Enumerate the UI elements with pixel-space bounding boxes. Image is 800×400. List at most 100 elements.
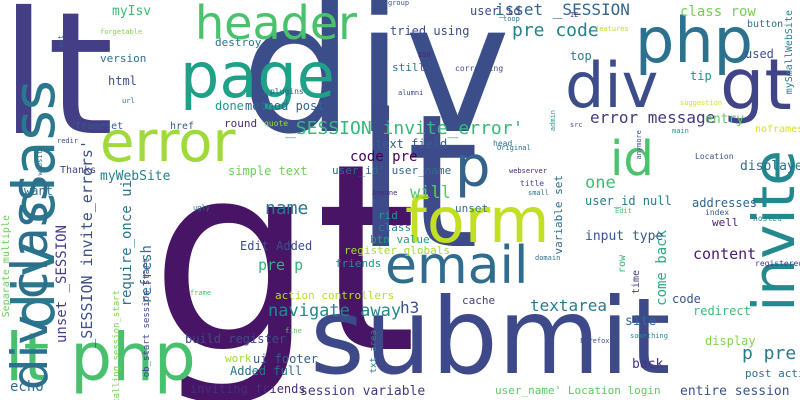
word: require_once ui [119,180,135,307]
word: small [528,189,550,197]
word: webserver [509,167,547,175]
word: email [385,236,529,296]
word: register globals [344,244,450,257]
word: lt [355,74,479,290]
word: ob_start session_start [142,258,152,378]
word: myWebSite [100,169,171,184]
word: method post [245,99,325,113]
word: redir [57,137,79,145]
word: id [610,131,654,187]
word: still [392,61,426,74]
word: cache [462,294,496,307]
word: top [570,49,592,63]
word: text field [375,137,448,151]
word: header [195,0,358,50]
word: post action [745,367,800,380]
word: echo [10,379,44,395]
word: div class [1,175,59,391]
word: _SESSION invite_error' [285,118,524,139]
word: friends [335,257,382,270]
word: html [108,74,137,88]
word: features [595,25,629,33]
word: action controllers [275,289,395,302]
word: loop [503,15,520,23]
word: IE [570,11,579,19]
word: h3 [400,298,420,317]
word: alumni [398,89,424,97]
word: done [215,99,244,113]
word: site [625,314,657,329]
word: Separate multiple [1,215,12,318]
word: Edit [615,207,632,215]
word: put [57,35,65,48]
word: ISV [418,51,431,59]
word: frame [190,289,212,297]
word: user_id' user_name [332,164,452,177]
word: gt [150,109,417,400]
word: display [705,334,756,348]
word: redirect [693,304,751,318]
word: Edit Added [240,239,313,253]
word: form [405,184,550,257]
word: error [100,110,236,175]
word: submit [310,276,671,398]
word: url [122,97,135,105]
word: main [672,127,689,135]
word: page [180,39,335,112]
word: button [747,19,784,30]
word: class [378,221,412,234]
word: navigate away [268,301,402,321]
word: Original [497,144,531,152]
word: unset [455,202,489,215]
word: inviting friends [190,382,306,396]
word: entry [705,112,745,127]
word: work [225,352,252,365]
word: correcting [455,64,504,73]
word: div [565,49,659,122]
word: class row [680,4,756,20]
word: back [632,357,664,372]
word: Location [695,152,734,161]
word: div [240,0,511,174]
word: input type [585,229,664,244]
word: user_id [470,4,521,18]
word: Thanks [60,165,97,176]
word: frameset [75,121,124,132]
word: anymore [635,130,643,160]
word: forgetable [100,28,143,36]
word: Anyone [372,189,398,197]
word: mySmallWebSite [784,10,795,95]
word: registered [755,259,800,268]
word: pre code [512,20,599,41]
word: time [631,270,642,295]
word: btn value [370,233,430,246]
word: quote [264,119,289,128]
word: p pre [742,343,797,364]
word: will [410,183,451,203]
word: user_name' Location login [495,384,661,397]
word: gt [720,44,792,126]
word: ugly [193,204,210,212]
word: pre p [258,256,304,274]
word: admin [549,110,557,132]
word: tried using [390,24,470,38]
word: php [635,4,754,77]
word: plugins [270,87,304,96]
word: textarea [530,296,608,315]
word: simple text [228,164,308,178]
word: user_id null [585,194,672,208]
word: index [705,208,730,217]
word: title [520,179,545,188]
word: session variable [300,384,426,399]
word: website [36,146,44,176]
word: group [388,0,410,7]
word: build register [185,332,287,346]
word: error message [590,108,716,127]
word: href [170,121,195,132]
word: myIsv [112,4,152,19]
word: calling session_start [112,290,122,400]
word: variable set [552,175,565,255]
word: invite [740,150,800,312]
word: addresses [692,196,758,210]
